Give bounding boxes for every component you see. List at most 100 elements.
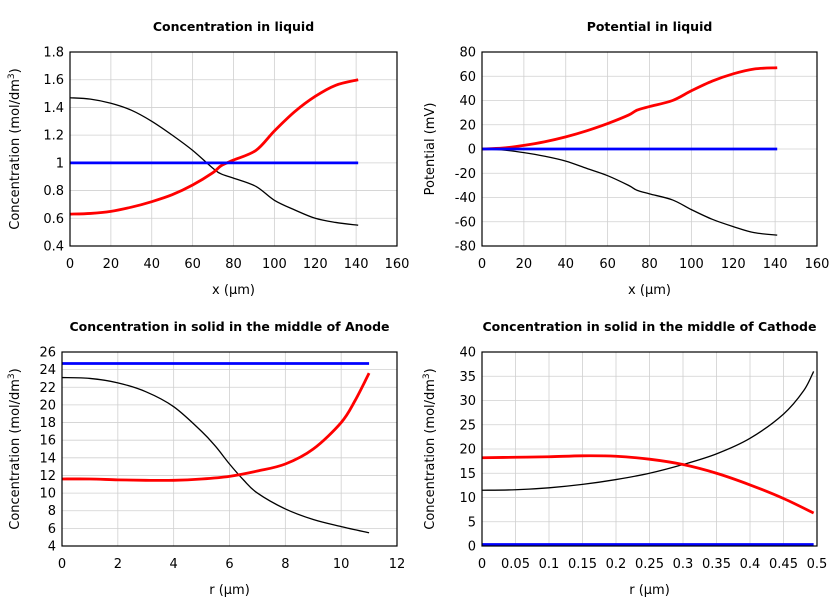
y-tick-label: 4 [48,540,56,555]
y-tick-label: 1.4 [43,101,64,116]
y-tick-label: 20 [39,398,56,413]
y-tick-label: 14 [39,451,56,466]
x-tick-label: 100 [262,257,287,272]
y-tick-label: 26 [39,346,56,361]
y-axis-label-main: Concentration (mol/dm [8,379,23,530]
y-tick-label: 25 [459,418,476,433]
y-tick-label: 60 [459,70,476,85]
x-tick-label: 20 [103,257,120,272]
series-line-red [481,454,815,515]
y-tick-label: -40 [455,191,476,206]
y-tick-label: 8 [48,504,56,519]
x-axis-label: r (µm) [209,583,250,598]
series-line-red [481,66,778,151]
y-axis-label-main: Potential (mV) [423,103,438,196]
y-axis-label-sup: 3 [7,73,17,79]
x-tick-label: 0.2 [606,557,627,572]
x-tick-label: 0 [478,557,486,572]
y-tick-label: 0 [468,143,476,158]
y-axis-label: Concentration (mol/dm3) [7,368,23,530]
y-tick-label: 10 [459,491,476,506]
series-line-black [69,97,359,226]
subplot-1: 0 20 40 60 80 100 120 140 160 0.4 0.6 0.8 1 1.2 1.4 1.6… [7,19,409,298]
y-tick-label: 5 [468,515,476,530]
subplot-3: 0 2 4 6 8 10 12468101214161820222426Concentrat… [7,319,405,598]
x-tick-label: 40 [557,257,574,272]
y-tick-label: -20 [455,167,476,182]
x-tick-label: 80 [225,257,242,272]
x-tick-label: 0 [58,557,66,572]
x-tick-label: 0.4 [740,557,761,572]
y-tick-label: 80 [459,46,476,61]
y-tick-label: 6 [48,522,56,537]
x-tick-label: 100 [679,257,704,272]
y-tick-label: 1.6 [43,73,64,88]
y-axis-label-end: ) [423,368,438,373]
x-tick-label: 2 [114,557,122,572]
y-tick-label: 1.2 [43,129,64,144]
y-tick-label: 22 [39,381,56,396]
chart-title: Concentration in solid in the middle of … [483,319,817,334]
y-tick-label: 35 [459,370,476,385]
x-tick-label: 60 [184,257,201,272]
y-axis-label-sup: 3 [422,373,432,379]
series-line-black [61,376,370,534]
y-tick-label: 20 [459,118,476,133]
x-axis-label: r (µm) [629,583,670,598]
x-tick-label: 40 [143,257,160,272]
y-tick-label: 0.4 [43,240,64,255]
x-tick-label: 0.3 [673,557,694,572]
x-tick-label: 10 [333,557,350,572]
y-tick-label: 1.8 [43,46,64,61]
y-axis-label-main: Concentration (mol/dm [423,379,438,530]
y-axis-label-end: ) [8,68,23,73]
y-axis-label: Concentration (mol/dm3) [422,368,438,530]
y-tick-label: 12 [39,469,56,484]
plot-frame [69,51,398,247]
plot-frame [61,351,398,547]
x-tick-label: 120 [721,257,746,272]
series-line-black [481,371,815,491]
series-line-red [69,78,359,216]
y-axis-label-sup: 3 [7,373,17,379]
y-tick-label: -60 [455,215,476,230]
x-tick-label: 80 [641,257,658,272]
y-tick-label: 40 [459,94,476,109]
y-tick-label: 0 [468,540,476,555]
x-tick-label: 8 [281,557,289,572]
x-tick-label: 0.25 [635,557,664,572]
x-tick-label: 0 [66,257,74,272]
plot-frame [481,51,818,247]
y-tick-label: 24 [39,363,56,378]
y-tick-label: 16 [39,434,56,449]
x-axis-label: x (µm) [212,283,255,298]
x-tick-label: 60 [599,257,616,272]
y-tick-label: 18 [39,416,56,431]
subplot-4: 0 0.05 0.1 0.15 0.2 0.25 0.3 0.35 0.4 0.45 0.5 0 5 10… [422,319,827,598]
x-tick-label: 120 [303,257,328,272]
y-tick-label: 20 [459,443,476,458]
x-tick-label: 20 [516,257,533,272]
series-line-black [481,148,778,236]
y-tick-label: 10 [39,487,56,502]
x-tick-label: 0 [478,257,486,272]
subplot-2: 0 20 40 60 80 100 120 140 160 -80 -60 -40 -20 0 20 40 60… [423,19,829,298]
x-tick-label: 0.45 [769,557,798,572]
x-tick-label: 160 [385,257,410,272]
x-tick-label: 140 [344,257,369,272]
x-tick-label: 0.35 [702,557,731,572]
y-tick-label: 0.8 [43,184,64,199]
x-tick-label: 0.15 [568,557,597,572]
y-axis-label-end: ) [8,368,23,373]
y-tick-label: 30 [459,394,476,409]
y-tick-label: 0.6 [43,212,64,227]
y-tick-label: 40 [459,346,476,361]
y-axis-label: Concentration (mol/dm3) [7,68,23,230]
x-tick-label: 4 [170,557,178,572]
x-axis-label: x (µm) [628,283,671,298]
chart-title: Potential in liquid [587,19,713,34]
x-tick-label: 6 [225,557,233,572]
y-tick-label: 1 [56,156,64,171]
series-line-red [61,372,371,482]
